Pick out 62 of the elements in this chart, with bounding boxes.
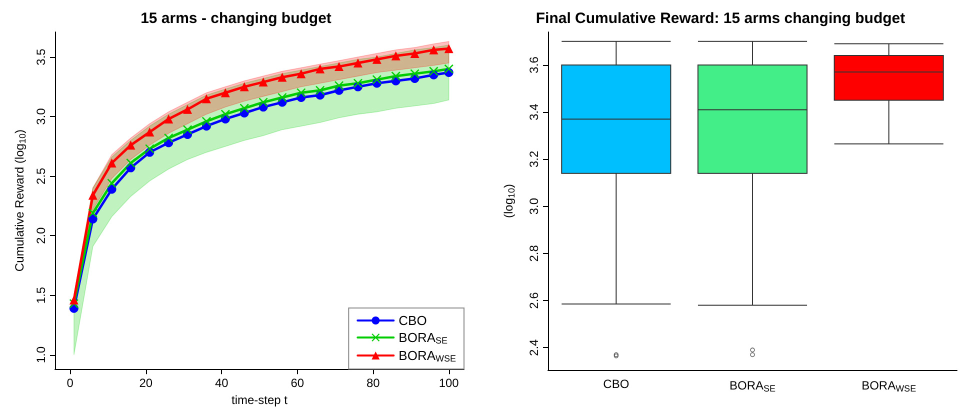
point [372, 75, 382, 84]
point [334, 81, 344, 90]
point [164, 114, 174, 124]
point [202, 94, 211, 104]
point [220, 110, 230, 119]
legend-label: CBO [398, 313, 427, 328]
chart-title: 15 arms - changing budget [140, 10, 332, 27]
y-tick-label: 2.5 [34, 167, 48, 184]
point [296, 88, 306, 98]
x-axis-title: time-step t [231, 393, 288, 407]
y-tick-label: 2.4 [527, 338, 541, 356]
point [410, 48, 420, 58]
chart-title: Final Cumulative Reward: 15 arms changing budget [536, 10, 906, 27]
y-tick-label: 3.4 [527, 103, 541, 120]
point [258, 78, 268, 87]
point [69, 296, 78, 305]
y-tick-label: 3.0 [527, 198, 541, 215]
point [391, 72, 400, 81]
x-tick-label: 20 [139, 376, 153, 390]
x-tick-label: 0 [66, 376, 74, 390]
point [145, 128, 154, 137]
point [88, 208, 98, 218]
y-tick-label: 1.5 [34, 286, 48, 304]
point [444, 44, 454, 54]
point [334, 62, 344, 72]
point [164, 134, 174, 143]
point [429, 66, 438, 76]
point [202, 116, 211, 126]
y-axis-title: (log10) [502, 184, 516, 218]
point [316, 64, 325, 74]
point [88, 190, 98, 200]
point [240, 82, 249, 92]
point [183, 104, 192, 114]
y-tick-label: 3.5 [34, 48, 48, 66]
point [220, 88, 230, 98]
y-tick-label: 2.6 [527, 292, 541, 309]
point [353, 78, 362, 88]
y-axis-title: Cumulative Reward (log10) [12, 130, 28, 272]
point [353, 58, 362, 68]
point [126, 158, 136, 168]
x-tick-label: 60 [290, 376, 304, 390]
y-tick-label: 3.6 [527, 56, 541, 74]
point [278, 93, 287, 102]
y-tick-label: 2.0 [34, 227, 48, 244]
y-tick-label: 1.0 [34, 346, 48, 364]
point [372, 54, 382, 64]
point [183, 125, 192, 134]
x-tick-label: 100 [438, 376, 460, 390]
point [107, 158, 116, 168]
y-tick-label: 2.8 [527, 244, 541, 262]
point [296, 69, 306, 78]
x-tick-label: 40 [214, 376, 229, 390]
x-tick-label: CBO [603, 377, 630, 391]
point [391, 51, 400, 60]
y-tick-label: 3.2 [527, 150, 541, 168]
point [444, 64, 454, 74]
point [316, 86, 325, 95]
point [240, 104, 249, 113]
x-tick-label: 80 [366, 376, 380, 390]
y-tick-label: 3.0 [34, 108, 48, 125]
point [429, 45, 438, 54]
point [278, 72, 287, 82]
